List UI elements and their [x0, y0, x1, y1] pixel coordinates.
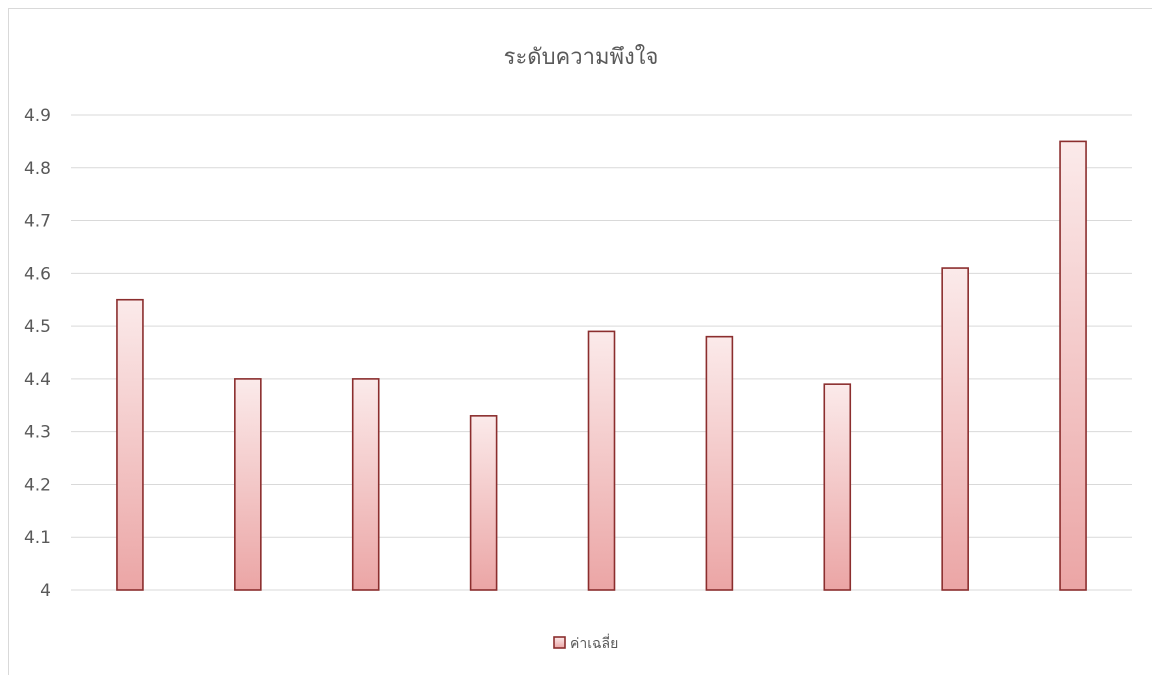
- bar: [1059, 140, 1087, 591]
- y-tick-label: 4.9: [24, 106, 51, 126]
- chart-frame: ระดับความพึงใจ 4 4.1 4.2 4.3 4.4 4.5 4.6 4.7 4.8…: [8, 8, 1152, 675]
- legend-swatch: [553, 636, 566, 649]
- bar-chart: ระดับความพึงใจ 4 4.1 4.2 4.3 4.4 4.5 4.6 4.7 4.8…: [24, 44, 1132, 652]
- bar: [587, 330, 616, 591]
- y-tick-label: 4.3: [24, 423, 51, 443]
- y-tick-label: 4.1: [24, 528, 51, 548]
- bar: [351, 378, 380, 591]
- chart-title: ระดับความพึงใจ: [504, 44, 659, 70]
- bar: [234, 378, 262, 591]
- y-tick-label: 4.2: [24, 475, 51, 495]
- y-axis-tick-labels: 4 4.1 4.2 4.3 4.4 4.5 4.6 4.7 4.8 4.9: [24, 106, 51, 601]
- bar: [705, 335, 734, 591]
- y-tick-label: 4.4: [24, 370, 51, 390]
- y-tick-label: 4: [40, 581, 51, 601]
- legend-label: ค่าเฉลี่ย: [570, 634, 618, 652]
- y-tick-label: 4.6: [24, 264, 51, 284]
- y-tick-label: 4.8: [24, 159, 51, 179]
- y-tick-label: 4.5: [24, 317, 51, 337]
- bars: [116, 140, 1087, 591]
- bar: [469, 415, 498, 591]
- bar: [941, 267, 969, 591]
- bar: [823, 383, 852, 591]
- legend: ค่าเฉลี่ย: [553, 634, 618, 652]
- y-tick-label: 4.7: [24, 212, 51, 232]
- bar: [116, 298, 144, 591]
